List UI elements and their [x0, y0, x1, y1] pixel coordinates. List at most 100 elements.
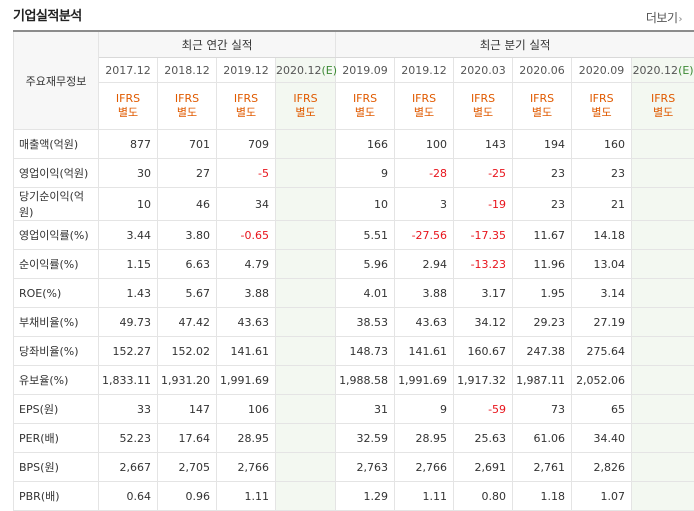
- table-cell: [632, 453, 694, 482]
- table-cell: [276, 130, 336, 159]
- table-cell: [276, 308, 336, 337]
- table-cell: [276, 221, 336, 250]
- annual-header: 최근 연간 실적: [99, 31, 336, 58]
- table-cell: 194: [513, 130, 572, 159]
- row-label: 부채비율(%): [14, 308, 99, 337]
- table-cell: 31: [336, 395, 395, 424]
- period-header: 2018.12: [158, 58, 217, 83]
- table-cell: 11.67: [513, 221, 572, 250]
- table-cell: 2,763: [336, 453, 395, 482]
- table-cell: [276, 424, 336, 453]
- table-cell: -59: [454, 395, 513, 424]
- row-label: 유보율(%): [14, 366, 99, 395]
- table-cell: 3: [395, 188, 454, 221]
- table-cell: 3.17: [454, 279, 513, 308]
- ifrs-type-label: 별도: [276, 106, 335, 120]
- table-cell: 1.07: [572, 482, 632, 511]
- estimate-mark: (E): [678, 64, 694, 77]
- table-cell: [632, 482, 694, 511]
- ifrs-type-label: 별도: [572, 106, 631, 120]
- table-cell: 143: [454, 130, 513, 159]
- table-cell: 13.04: [572, 250, 632, 279]
- table-cell: 0.64: [99, 482, 158, 511]
- table-cell: 2,766: [217, 453, 276, 482]
- table-cell: 21: [572, 188, 632, 221]
- table-cell: 2,052.06: [572, 366, 632, 395]
- table-cell: 43.63: [217, 308, 276, 337]
- ifrs-type-label: 별도: [632, 106, 694, 120]
- period-label: 2020.06: [519, 64, 565, 77]
- row-label: 영업이익률(%): [14, 221, 99, 250]
- table-cell: [632, 337, 694, 366]
- table-cell: 4.01: [336, 279, 395, 308]
- table-cell: [632, 308, 694, 337]
- table-cell: 1.11: [217, 482, 276, 511]
- table-cell: 3.14: [572, 279, 632, 308]
- table-cell: 9: [336, 159, 395, 188]
- ifrs-label: IFRS: [217, 92, 275, 106]
- table-cell: 25.63: [454, 424, 513, 453]
- table-cell: [632, 159, 694, 188]
- table-cell: 709: [217, 130, 276, 159]
- table-cell: 275.64: [572, 337, 632, 366]
- period-label: 2018.12: [164, 64, 210, 77]
- table-cell: 34: [217, 188, 276, 221]
- table-cell: 27.19: [572, 308, 632, 337]
- period-label: 2020.03: [460, 64, 506, 77]
- period-label: 2020.12: [276, 64, 322, 77]
- table-cell: 3.44: [99, 221, 158, 250]
- quarter-header: 최근 분기 실적: [336, 31, 694, 58]
- financial-summary-section: 기업실적분석 더보기› 주요재무정보 최근 연간 실적 최근 분기 실적 201…: [0, 0, 694, 499]
- table-cell: 5.51: [336, 221, 395, 250]
- table-cell: 160.67: [454, 337, 513, 366]
- table-cell: 9: [395, 395, 454, 424]
- more-link[interactable]: 더보기›: [646, 9, 682, 26]
- ifrs-type-label: 별도: [395, 106, 453, 120]
- ifrs-type-label: 별도: [513, 106, 571, 120]
- table-cell: 28.95: [395, 424, 454, 453]
- table-cell: 46: [158, 188, 217, 221]
- table-cell: 141.61: [217, 337, 276, 366]
- row-label: 당좌비율(%): [14, 337, 99, 366]
- table-cell: [632, 221, 694, 250]
- ifrs-label: IFRS: [513, 92, 571, 106]
- period-header: 2020.12(E): [632, 58, 694, 83]
- table-cell: 6.63: [158, 250, 217, 279]
- table-cell: -27.56: [395, 221, 454, 250]
- table-cell: 0.80: [454, 482, 513, 511]
- section-title: 기업실적분석: [13, 5, 82, 24]
- table-cell: 1.95: [513, 279, 572, 308]
- table-cell: 29.23: [513, 308, 572, 337]
- ifrs-type-label: 별도: [158, 106, 216, 120]
- row-label: ROE(%): [14, 279, 99, 308]
- ifrs-label: IFRS: [336, 92, 394, 106]
- table-cell: 0.96: [158, 482, 217, 511]
- table-cell: 100: [395, 130, 454, 159]
- ifrs-label: IFRS: [158, 92, 216, 106]
- table-cell: 4.79: [217, 250, 276, 279]
- table-cell: 73: [513, 395, 572, 424]
- table-cell: 5.67: [158, 279, 217, 308]
- period-header: 2019.12: [217, 58, 276, 83]
- table-cell: [632, 424, 694, 453]
- row-label: 영업이익(억원): [14, 159, 99, 188]
- table-cell: 1,991.69: [395, 366, 454, 395]
- period-label: 2020.09: [579, 64, 625, 77]
